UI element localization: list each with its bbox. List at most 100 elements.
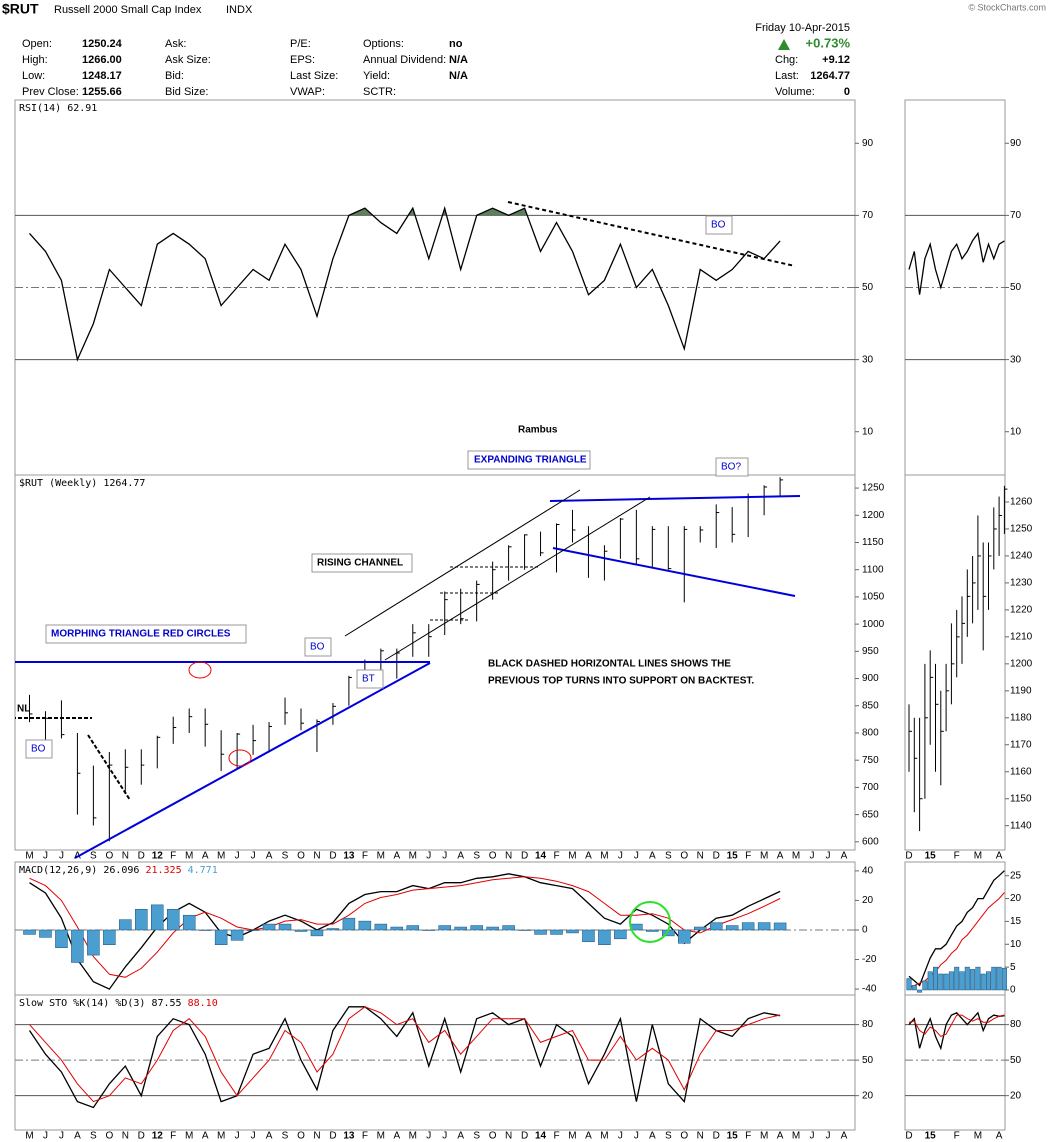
y-tick-label: 90 [1010, 138, 1022, 149]
y-tick-label: 0 [1010, 985, 1016, 996]
x-tick-label: J [426, 1131, 431, 1142]
x-tick-label: M [185, 1131, 193, 1142]
x-tick-label: N [697, 1131, 704, 1142]
x-tick-label: O [297, 851, 305, 862]
x-tick-label: M [217, 1131, 225, 1142]
histogram-bar [943, 973, 949, 991]
y-tick-label: 5 [1010, 962, 1016, 973]
histogram-bar [262, 923, 276, 931]
y-tick-label: 950 [862, 646, 879, 657]
y-tick-label: 1230 [1010, 578, 1033, 589]
histogram-bar [230, 929, 244, 941]
x-tick-label: D [905, 1131, 912, 1142]
panel-label-part: Slow STO %K(14) %D(3) [19, 998, 145, 1009]
y-tick-label: 1210 [1010, 632, 1033, 643]
y-tick-label: 1190 [1010, 685, 1032, 696]
x-tick-label: 14 [535, 851, 547, 862]
quote-label: Bid Size: [165, 86, 208, 98]
x-tick-label: A [996, 1131, 1003, 1142]
indicator-line [29, 876, 781, 978]
x-tick-label: N [505, 851, 512, 862]
y-tick-label: 1100 [862, 564, 884, 575]
histogram-bar [927, 971, 933, 991]
x-tick-label: A [649, 851, 656, 862]
histogram-bar [182, 914, 196, 931]
y-tick-label: 850 [862, 700, 879, 711]
x-tick-label: M [409, 851, 417, 862]
x-tick-label: D [329, 851, 336, 862]
quote-label: Ask Size: [165, 54, 211, 66]
summary-label: Chg: [775, 54, 798, 66]
histogram-bar [23, 929, 36, 935]
x-tick-label: N [313, 851, 320, 862]
x-tick-label: J [251, 1131, 256, 1142]
x-tick-label: O [105, 851, 113, 862]
panel-label: MACD(12,26,9) 26.096 21.325 4.771 [19, 865, 218, 876]
y-tick-label: 20 [1010, 893, 1022, 904]
histogram-bar [693, 926, 707, 931]
x-tick-label: S [90, 851, 97, 862]
quote-label: Ask: [165, 38, 186, 50]
x-tick-label: A [841, 851, 848, 862]
y-tick-label: 50 [1010, 282, 1022, 293]
y-tick-label: 1240 [1010, 551, 1033, 562]
y-tick-label: 80 [862, 1019, 874, 1030]
y-tick-label: 40 [862, 866, 874, 877]
x-tick-label: O [489, 1131, 497, 1142]
panel-label-part: $RUT (Weekly) [19, 478, 97, 489]
histogram-bar [954, 966, 960, 991]
y-tick-label: 1200 [1010, 658, 1033, 669]
histogram-bar [550, 929, 563, 935]
y-tick-label: 70 [1010, 210, 1022, 221]
histogram-bar [518, 929, 531, 931]
triangle-bottom [552, 547, 796, 597]
annotation: MORPHING TRIANGLE RED CIRCLES [51, 629, 231, 640]
annotation: BO [711, 220, 726, 231]
summary-value: +9.12 [822, 54, 850, 66]
summary-value: 1264.77 [810, 70, 850, 82]
histogram-bar [486, 926, 499, 931]
indicator-line [28, 1006, 781, 1109]
y-tick-label: 20 [862, 895, 874, 906]
annotation: EXPANDING TRIANGLE [474, 455, 587, 466]
x-tick-label: D [905, 851, 912, 862]
quote-label: High: [22, 54, 48, 66]
x-tick-label: J [634, 851, 639, 862]
y-tick-label: 1150 [862, 537, 884, 548]
x-tick-label: D [138, 851, 145, 862]
panel-label: $RUT (Weekly) 1264.77 [19, 478, 145, 489]
overbought-area [909, 215, 1004, 294]
exchange: INDX [226, 4, 253, 16]
histogram-bar [390, 926, 404, 931]
x-tick-label: N [505, 1131, 512, 1142]
histogram-bar [646, 929, 659, 932]
indicator-line [908, 1011, 1005, 1051]
histogram-bar [438, 925, 451, 931]
y-tick-label: 70 [862, 210, 874, 221]
annotation: BO [31, 744, 46, 755]
annotation-box [467, 450, 591, 470]
annotation: PREVIOUS TOP TURNS INTO SUPPORT ON BACKT… [488, 676, 754, 687]
x-tick-label: J [618, 1131, 623, 1142]
x-tick-label: M [185, 851, 193, 862]
indicator-line [29, 1006, 781, 1103]
y-tick-label: 900 [862, 673, 879, 684]
annotation: BT [362, 674, 375, 685]
x-tick-label: 12 [152, 851, 164, 862]
y-tick-label: 10 [862, 426, 874, 437]
channel-bottom [384, 496, 651, 661]
histogram-bar [906, 978, 912, 991]
panel-label-part: RSI(14) [19, 103, 61, 114]
annotations: EXPANDING TRIANGLE RISING CHANNEL MORPHI… [15, 201, 801, 943]
histogram-bar [198, 929, 212, 931]
x-tick-label: A [202, 1131, 209, 1142]
x-tick-label: M [760, 1131, 768, 1142]
quote-value: N/A [449, 70, 468, 82]
annotation: NL [17, 704, 30, 715]
x-tick-label: J [235, 851, 240, 862]
x-tick-label: A [457, 1131, 464, 1142]
histogram-bar [422, 929, 435, 931]
histogram-bar [454, 926, 467, 931]
x-tick-label: M [568, 1131, 576, 1142]
histogram-bar [119, 919, 132, 931]
